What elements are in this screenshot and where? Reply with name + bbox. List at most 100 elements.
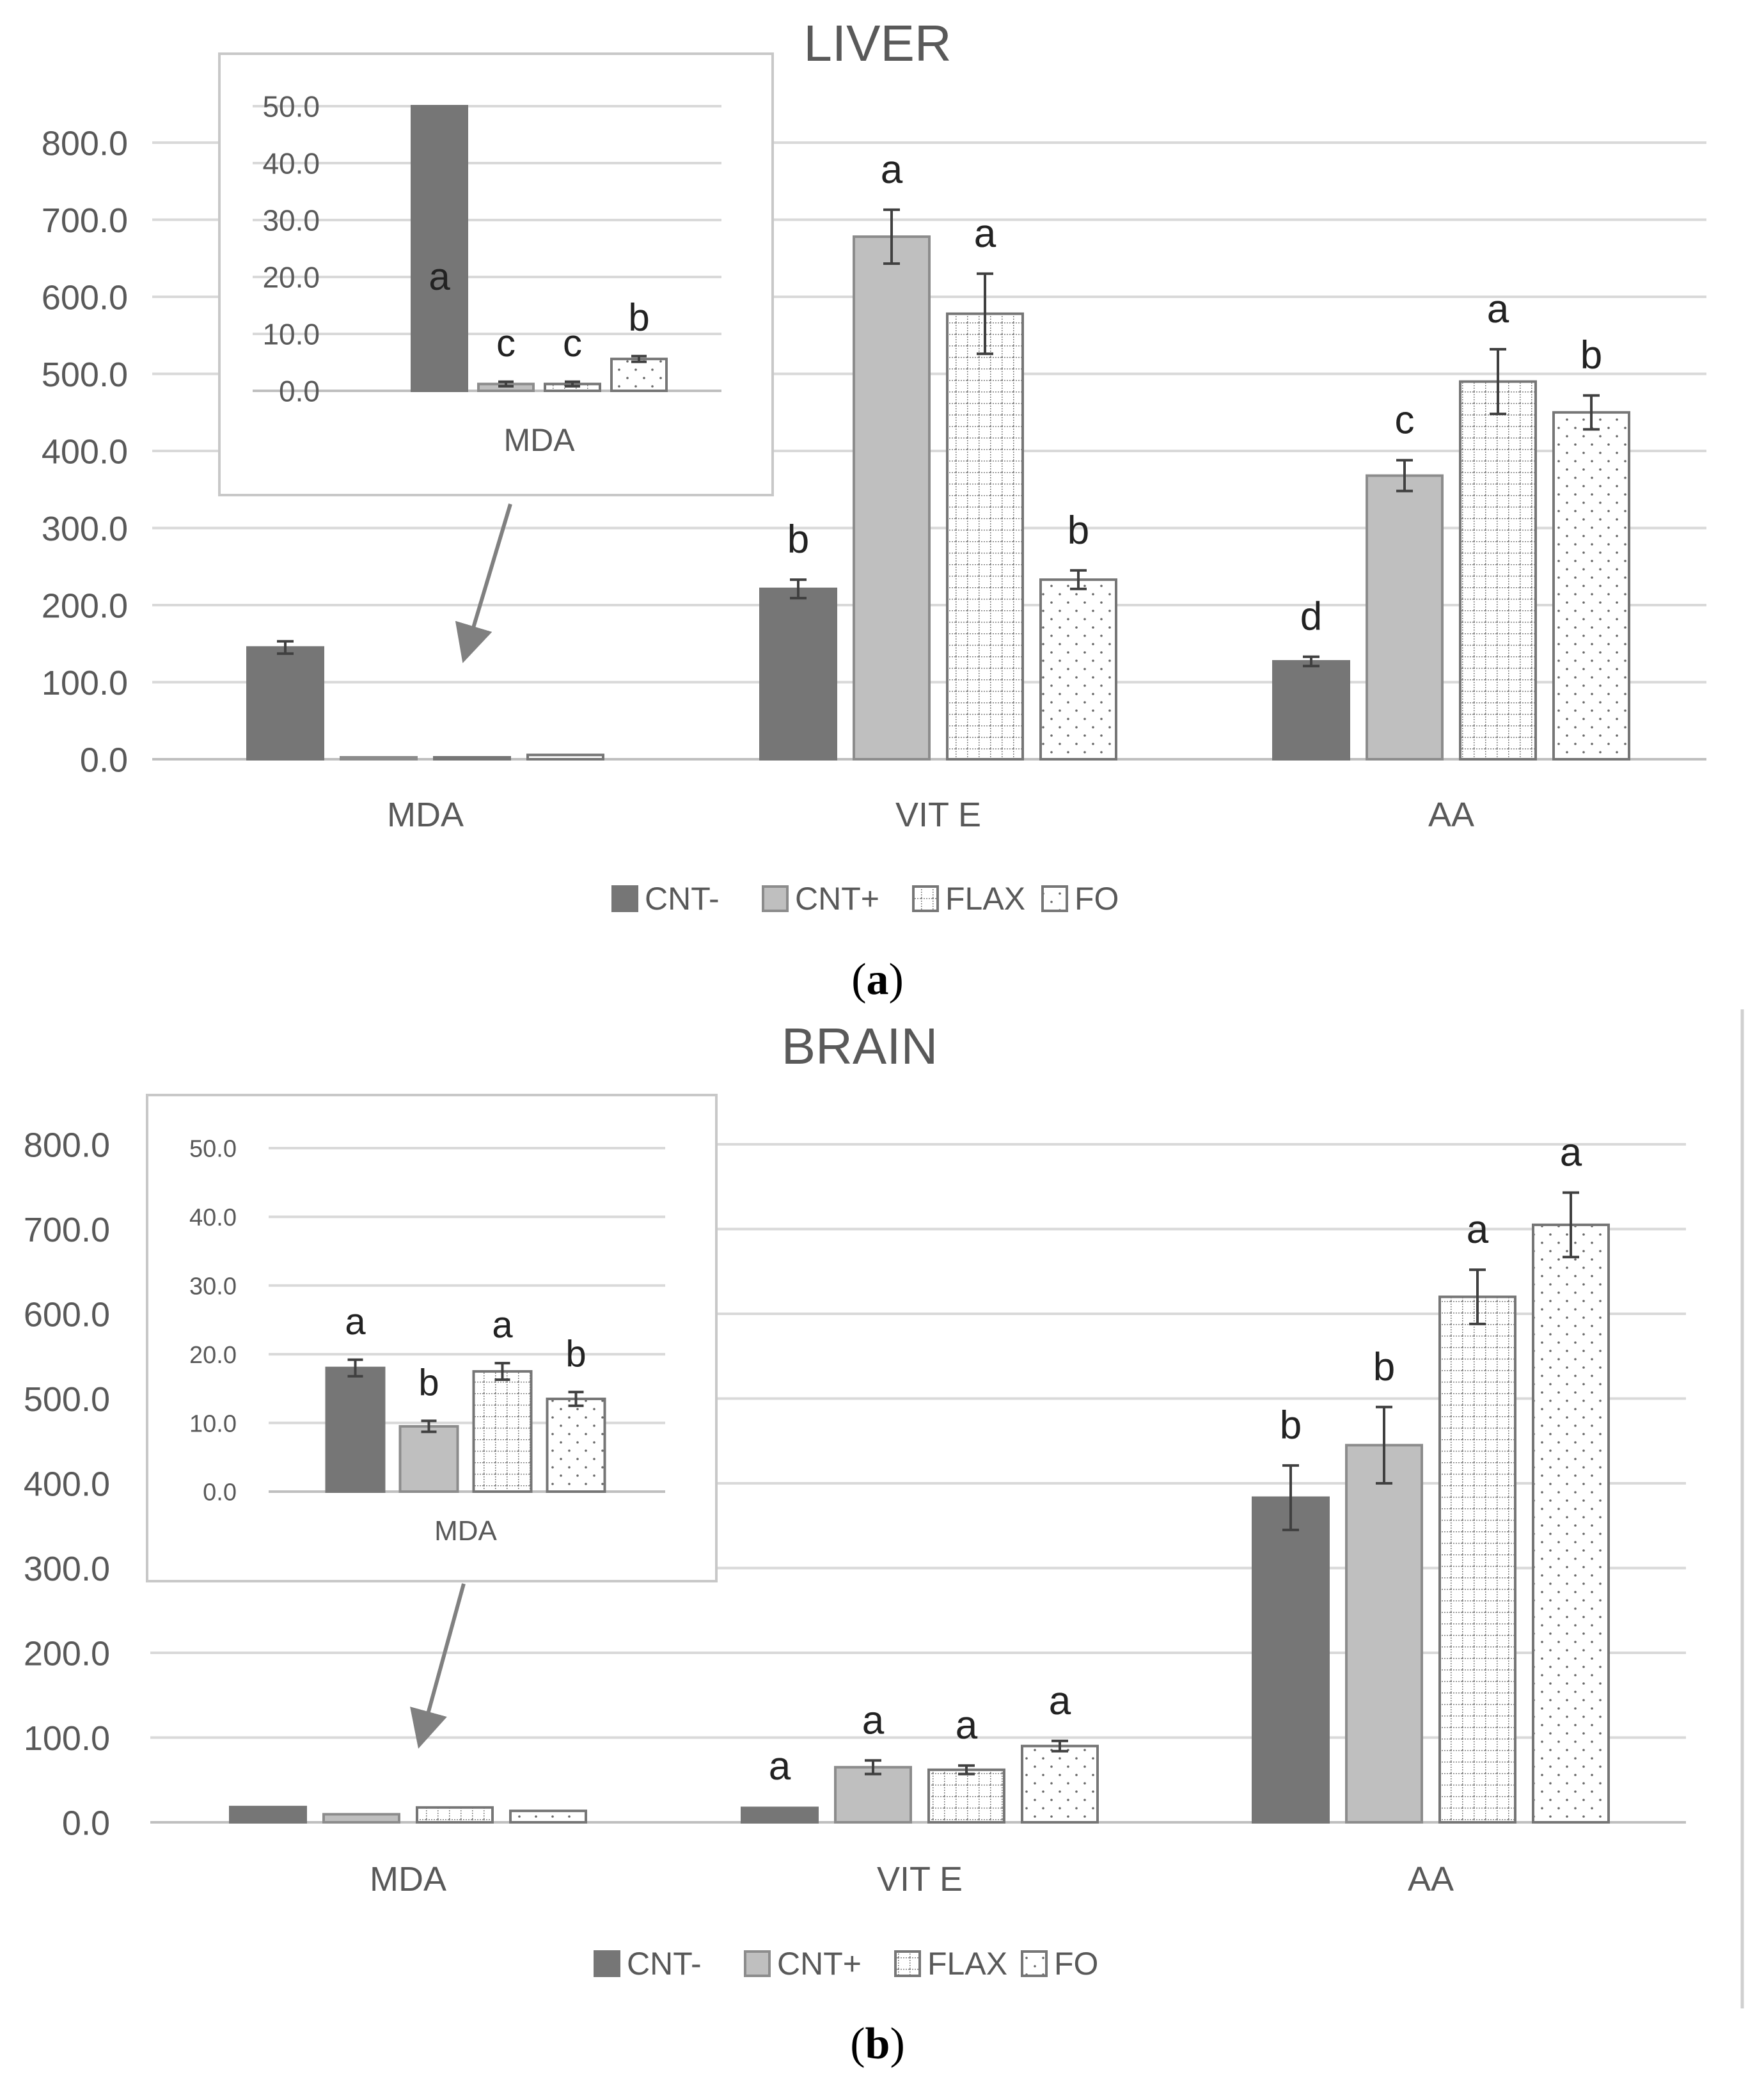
inset-bar-cnt — [411, 105, 468, 392]
inset-y-tick-label: 30.0 — [189, 1273, 237, 1300]
bar-flax-mda — [416, 1806, 494, 1824]
brain-inset-category-label: MDA — [434, 1515, 497, 1547]
significance-letter: a — [862, 1698, 885, 1742]
inset-y-tick-label: 40.0 — [262, 147, 320, 180]
legend-label-fo: FO — [1075, 881, 1119, 917]
bar-fo-vite — [1039, 578, 1117, 761]
caption-b-close-paren: ) — [890, 2019, 904, 2069]
legend-label-cnt: CNT- — [645, 881, 720, 917]
inset-significance-letter: c — [563, 322, 582, 365]
inset-significance-letter: b — [628, 296, 649, 339]
liver-inset-arrow — [455, 503, 512, 663]
significance-letter: d — [1300, 595, 1322, 639]
liver-inset-y-tick-labels: 0.0 10.0 20.0 30.0 40.0 50.0 — [262, 90, 320, 408]
inset-y-tick-label: 10.0 — [189, 1410, 237, 1437]
caption-b-open-paren: ( — [850, 2019, 865, 2069]
bar-cnt-mda — [340, 756, 418, 761]
bar-cnt-vite — [834, 1765, 912, 1824]
bar-fo-aa — [1532, 1223, 1610, 1824]
inset-bar-flax — [472, 1370, 533, 1494]
significance-letter: a — [1467, 1208, 1489, 1252]
bar-flax-vite — [946, 312, 1024, 761]
x-tick-label-vite: VIT E — [895, 796, 981, 834]
inset-bar-fo — [546, 1398, 606, 1494]
inset-significance-letter: a — [492, 1304, 513, 1346]
y-tick-label: 800.0 — [24, 1126, 110, 1164]
inset-bar-fo — [610, 358, 668, 392]
caption-a-open-paren: ( — [851, 955, 866, 1004]
y-tick-label: 0.0 — [80, 741, 128, 779]
legend-label-cnt: CNT+ — [795, 881, 879, 917]
y-tick-label: 800.0 — [42, 124, 128, 162]
y-tick-label: 100.0 — [24, 1719, 110, 1758]
bar-flax-aa — [1438, 1295, 1516, 1824]
legend-swatch-fo — [1021, 1950, 1048, 1977]
significance-letter: b — [1373, 1345, 1395, 1389]
y-tick-label: 400.0 — [24, 1465, 110, 1503]
liver-inset-category-label: MDA — [503, 422, 575, 458]
bar-fo-aa — [1552, 411, 1630, 761]
y-tick-label: 600.0 — [24, 1295, 110, 1334]
brain-y-tick-labels: 0.0 100.0 200.0 300.0 400.0 500.0 600.0 700.0 80… — [24, 1126, 110, 1842]
bar-fo-vite — [1021, 1744, 1099, 1824]
bar-fo-mda — [509, 1810, 587, 1824]
significance-letter: c — [1395, 398, 1415, 442]
inset-y-tick-label: 40.0 — [189, 1204, 237, 1231]
brain-title: BRAIN — [782, 1018, 938, 1075]
brain-gridlines — [150, 1143, 1686, 1824]
liver-x-tick-labels: MDA VIT E AA — [387, 796, 1474, 834]
legend-swatch-cnt — [744, 1950, 771, 1977]
x-tick-label-vite: VIT E — [877, 1860, 963, 1898]
caption-a: (a) — [851, 955, 904, 1004]
bar-cnt-aa — [1272, 659, 1350, 761]
caption-a-letter: a — [867, 955, 889, 1004]
bar-cnt-mda — [229, 1806, 307, 1824]
legend-label-flax: FLAX — [945, 881, 1025, 917]
legend-swatch-cnt — [611, 885, 638, 912]
significance-letter: b — [1280, 1403, 1302, 1447]
inset-y-tick-label: 0.0 — [279, 375, 320, 408]
y-tick-label: 0.0 — [62, 1804, 110, 1842]
caption-b: (b) — [850, 2019, 905, 2069]
inset-significance-letter: c — [496, 322, 516, 365]
liver-chart: LIVER 0.0 100.0 200.0 300.0 400.0 500.0 600.0 7… — [42, 15, 1706, 917]
brain-inset-arrow — [410, 1583, 466, 1749]
legend-label-fo: FO — [1054, 1946, 1098, 1982]
liver-legend: CNT- CNT+ FLAX FO — [611, 881, 1119, 917]
y-tick-label: 300.0 — [24, 1550, 110, 1588]
significance-letter: b — [787, 517, 809, 562]
bar-cnt-mda — [246, 646, 324, 761]
inset-bar-cnt — [398, 1424, 459, 1493]
brain-inset: 0.0 10.0 20.0 30.0 40.0 50.0 a b a b MDA — [146, 1094, 718, 1582]
x-tick-label-mda: MDA — [387, 796, 464, 834]
inset-significance-letter: b — [418, 1362, 439, 1403]
y-tick-label: 100.0 — [42, 664, 128, 702]
legend-swatch-fo — [1041, 885, 1068, 912]
brain-legend: CNT- CNT+ FLAX FO — [594, 1946, 1098, 1982]
x-tick-label-aa: AA — [1428, 796, 1474, 834]
liver-title: LIVER — [803, 15, 951, 72]
y-tick-label: 500.0 — [24, 1380, 110, 1419]
bar-flax-aa — [1459, 380, 1537, 761]
brain-inset-bars: a b a b — [325, 1301, 606, 1494]
legend-swatch-flax — [912, 885, 939, 912]
bar-fo-mda — [526, 753, 604, 761]
liver-bars: b a a b d c a b — [246, 148, 1630, 761]
brain-inset-frame — [146, 1094, 718, 1582]
inset-y-tick-label: 30.0 — [262, 204, 320, 237]
x-tick-label-aa: AA — [1408, 1860, 1454, 1898]
significance-letter: a — [881, 148, 903, 192]
legend-label-cnt: CNT+ — [777, 1946, 862, 1982]
significance-letter: a — [974, 212, 996, 256]
bar-flax-vite — [927, 1768, 1005, 1824]
bar-cnt-aa — [1252, 1496, 1330, 1824]
legend-label-flax: FLAX — [927, 1946, 1007, 1982]
legend-swatch-flax — [894, 1950, 921, 1977]
legend-swatch-cnt — [762, 885, 789, 912]
bar-cnt-aa — [1366, 474, 1444, 761]
inset-y-tick-label: 20.0 — [262, 261, 320, 294]
significance-letter: b — [1580, 333, 1602, 377]
y-tick-label: 400.0 — [42, 432, 128, 471]
brain-x-tick-labels: MDA VIT E AA — [370, 1860, 1454, 1898]
y-tick-label: 700.0 — [24, 1211, 110, 1249]
